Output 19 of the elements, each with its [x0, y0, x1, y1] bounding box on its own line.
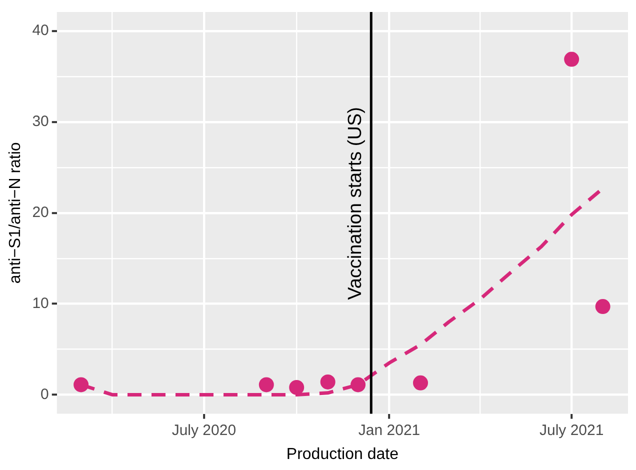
ref-line-label: Vaccination starts (US) [344, 107, 366, 300]
point [320, 374, 336, 390]
point [564, 52, 580, 67]
point [595, 299, 610, 314]
x-tick-label: Jan 2021 [358, 422, 420, 439]
point [258, 377, 274, 392]
y-axis-title: anti−S1/anti−N ratio [7, 142, 24, 284]
y-tick-label: 40 [32, 22, 49, 40]
x-tick-label: July 2020 [172, 422, 236, 439]
y-tick-label: 0 [40, 386, 49, 403]
y-tick-label: 30 [32, 113, 49, 130]
x-axis-title: Production date [286, 446, 399, 463]
point [74, 377, 89, 392]
point [413, 375, 428, 390]
point [289, 380, 304, 395]
x-tick-label: July 2021 [539, 422, 604, 439]
y-tick-label: 10 [32, 294, 49, 312]
y-tick-label: 20 [32, 204, 49, 222]
point [350, 377, 366, 392]
